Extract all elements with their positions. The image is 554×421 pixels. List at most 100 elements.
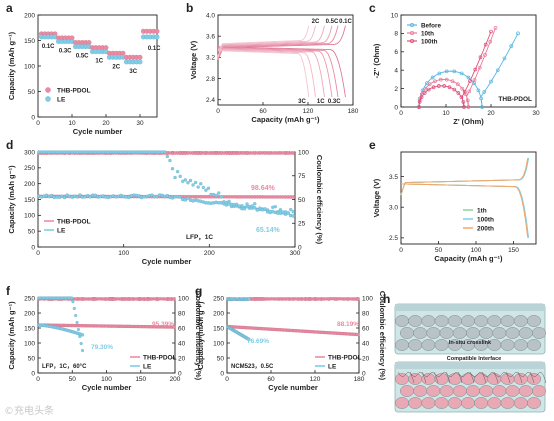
particle (408, 397, 423, 409)
data-point (509, 44, 514, 48)
x-tick-label: 300 (290, 250, 301, 257)
y2-tick-label: 80 (362, 310, 370, 317)
data-point (74, 313, 78, 318)
y-tick-label: 0 (31, 244, 35, 251)
particle (399, 385, 415, 397)
x-tick-label: 180 (354, 376, 365, 383)
y2-tick-label: 60 (362, 325, 370, 332)
data-point (214, 193, 218, 198)
data-point (242, 207, 247, 211)
particle (394, 339, 410, 351)
charge-curve (400, 158, 529, 196)
data-point (217, 191, 221, 195)
y-tick-label: 50 (217, 355, 225, 362)
y-tick-label: 2 (394, 86, 398, 93)
data-point (268, 209, 272, 214)
y-tick-label: 50 (28, 355, 36, 362)
rate-label: 1C (95, 59, 103, 65)
plot-frame (217, 14, 354, 106)
y-tick-label: 2.8 (206, 76, 215, 83)
data-point (188, 178, 193, 183)
y2-tick-label: 60 (178, 325, 186, 332)
particle (513, 339, 528, 351)
particle (447, 397, 462, 409)
particle (505, 385, 520, 397)
data-point (250, 204, 254, 208)
data-point (423, 86, 428, 91)
data-point (137, 59, 143, 65)
y-tick-label: 6 (394, 49, 398, 56)
x-tick-label: 100 (471, 247, 482, 254)
legend-label: THB-PDOL (57, 218, 91, 225)
data-point (204, 188, 208, 193)
legend-label: 100th (421, 38, 438, 45)
data-point (165, 154, 170, 159)
plot-frame (37, 14, 158, 118)
particle (487, 373, 502, 385)
legend-label: LE (57, 96, 66, 103)
legend-label: THB-PDOL (143, 354, 177, 361)
x-tick-label: 0 (225, 376, 229, 383)
particle (460, 315, 476, 327)
data-point (459, 71, 464, 76)
y2-tick-label: 0 (362, 370, 366, 377)
data-point (252, 201, 257, 206)
data-point (206, 186, 211, 191)
data-point (181, 179, 185, 184)
legend-swatch (45, 96, 51, 102)
y2-tick-label: 20 (362, 355, 370, 362)
y2-tick-label: 20 (178, 355, 186, 362)
particle (500, 315, 515, 327)
y-axis-title: -Z'' (Ohm) (372, 43, 381, 78)
rate-label: 0.3C (59, 49, 72, 55)
legend-swatch (409, 39, 414, 44)
legend-label: 200th (477, 225, 494, 232)
particle (399, 327, 415, 339)
particle (518, 385, 533, 397)
discharge-curve (217, 46, 346, 98)
data-point (452, 69, 457, 74)
data-point (516, 31, 520, 36)
data-point (430, 75, 435, 80)
y2-axis-title: Coulombic efficiency (%) (378, 291, 387, 381)
y-tick-label: 3.5 (389, 174, 398, 181)
x-tick-label: 100 (101, 376, 112, 383)
y-tick-label: 250 (24, 165, 35, 172)
y2-axis-title: Coulombic efficiency (%) (315, 155, 324, 245)
retention-label: 88.19% (337, 321, 359, 328)
data-point (489, 79, 493, 84)
data-point (462, 89, 467, 94)
polymer-chain (433, 371, 451, 384)
data-point (438, 77, 443, 82)
rate-label: 2C (112, 64, 120, 70)
x-axis-title: Capacity (mAh g⁻¹) (434, 254, 503, 263)
panel-letter: f (6, 284, 11, 298)
particle (394, 373, 410, 385)
particle (513, 315, 528, 327)
legend-label: LE (328, 363, 337, 370)
data-point (436, 84, 441, 88)
particle (408, 315, 423, 327)
data-point (72, 306, 76, 311)
x-tick-label: 0 (36, 376, 40, 383)
y-tick-label: 300 (24, 149, 35, 156)
x-tick-label: 10 (442, 110, 450, 117)
watermark: ©充电头条 (4, 406, 54, 417)
data-point (237, 204, 242, 208)
data-point (168, 158, 172, 163)
data-point (170, 166, 175, 171)
data-point (69, 296, 74, 300)
particle (526, 315, 542, 327)
legend-swatch (409, 30, 414, 35)
plot-frame (226, 297, 360, 374)
polymer-chain (493, 371, 511, 384)
rate-label: 3C (129, 69, 137, 75)
data-point (489, 29, 493, 34)
y-axis-title: Capacity (mAh g⁻¹) (7, 301, 16, 370)
polymer-chain (445, 371, 463, 384)
y-axis-title: Capacity (mAh g⁻¹) (7, 31, 16, 100)
data-point (219, 195, 224, 199)
plot-frame (37, 297, 176, 374)
charge-curve (217, 25, 310, 57)
data-point (356, 332, 361, 337)
